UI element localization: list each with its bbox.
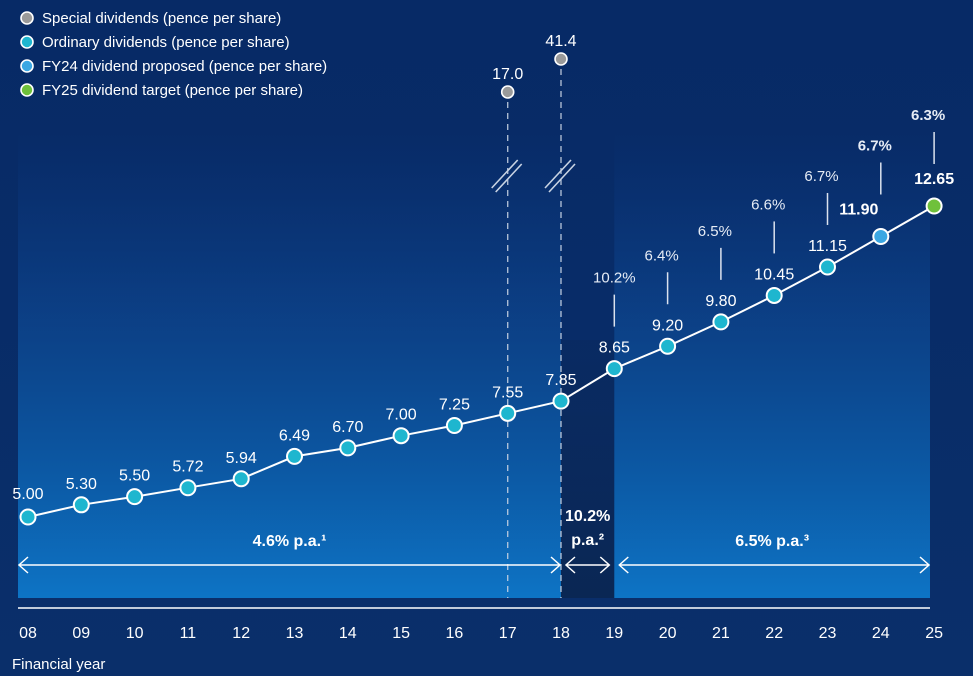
cagr-label-08-18: 4.6% p.a.¹ (253, 533, 327, 550)
dividend-point-12 (234, 471, 249, 486)
cagr-label-18-19-line2: p.a.² (571, 532, 604, 549)
value-label: 7.25 (439, 397, 470, 414)
cagr-label-19-25: 6.5% p.a.³ (735, 533, 809, 550)
x-tick-label-09: 09 (72, 625, 90, 642)
growth-label: 6.7% (804, 168, 838, 185)
value-label: 7.85 (545, 372, 576, 389)
value-label: 5.30 (66, 476, 97, 493)
value-label: 11.90 (839, 201, 878, 218)
dividend-point-08 (21, 510, 36, 525)
x-tick-label-13: 13 (286, 625, 304, 642)
dividend-point-11 (180, 480, 195, 495)
x-axis-title: Financial year (12, 656, 105, 673)
growth-label: 6.3% (911, 107, 945, 124)
special-dividend-label: 41.4 (545, 33, 576, 50)
dividend-point-24 (873, 229, 888, 244)
special-dividend-point (555, 53, 567, 65)
dividend-point-09 (74, 497, 89, 512)
dividend-point-16 (447, 418, 462, 433)
growth-label: 6.7% (858, 137, 892, 154)
dividend-point-23 (820, 259, 835, 274)
value-label: 6.49 (279, 427, 310, 444)
legend-marker (21, 60, 33, 72)
dividend-point-14 (340, 440, 355, 455)
value-label: 9.80 (705, 293, 736, 310)
dividend-point-10 (127, 489, 142, 504)
legend-label: FY24 dividend proposed (pence per share) (42, 58, 327, 75)
x-tick-label-17: 17 (499, 625, 517, 642)
value-label: 9.20 (652, 317, 683, 334)
value-label: 5.94 (226, 450, 257, 467)
x-tick-label-19: 19 (605, 625, 623, 642)
special-dividend-point (502, 86, 514, 98)
period-panel-08-18 (18, 130, 561, 598)
x-tick-label-22: 22 (765, 625, 783, 642)
x-tick-label-08: 08 (19, 625, 37, 642)
value-label: 5.50 (119, 468, 150, 485)
value-label: 8.65 (599, 340, 630, 357)
growth-label: 6.4% (644, 247, 678, 264)
growth-label: 6.6% (751, 196, 785, 213)
dividend-point-19 (607, 361, 622, 376)
growth-label: 10.2% (593, 270, 636, 287)
x-tick-label-15: 15 (392, 625, 410, 642)
x-tick-label-16: 16 (446, 625, 464, 642)
legend-marker (21, 84, 33, 96)
x-tick-label-23: 23 (819, 625, 837, 642)
x-tick-label-25: 25 (925, 625, 943, 642)
dividend-point-21 (713, 314, 728, 329)
x-tick-label-21: 21 (712, 625, 730, 642)
value-label: 5.00 (12, 486, 43, 503)
value-label: 7.55 (492, 384, 523, 401)
x-tick-label-20: 20 (659, 625, 677, 642)
value-label: 10.45 (754, 266, 794, 283)
value-label: 7.00 (386, 407, 417, 424)
legend-label: Ordinary dividends (pence per share) (42, 34, 290, 51)
value-label: 11.15 (808, 238, 847, 255)
x-tick-label-11: 11 (180, 625, 197, 642)
x-tick-label-10: 10 (126, 625, 144, 642)
growth-label: 6.5% (698, 223, 732, 240)
dividend-point-15 (394, 428, 409, 443)
dividend-point-18 (554, 394, 569, 409)
value-label: 12.65 (914, 171, 954, 188)
dividend-point-25 (927, 199, 942, 214)
cagr-label-18-19-line1: 10.2% (565, 508, 610, 525)
value-label: 5.72 (172, 459, 203, 476)
dividend-point-20 (660, 339, 675, 354)
legend-marker (21, 36, 33, 48)
x-tick-label-18: 18 (552, 625, 570, 642)
dividend-point-22 (767, 288, 782, 303)
value-label: 6.70 (332, 419, 363, 436)
x-tick-label-14: 14 (339, 625, 357, 642)
dividend-point-17 (500, 406, 515, 421)
dividend-point-13 (287, 449, 302, 464)
legend-marker (21, 12, 33, 24)
legend-label: Special dividends (pence per share) (42, 10, 281, 27)
legend-label: FY25 dividend target (pence per share) (42, 82, 303, 99)
special-dividend-label: 17.0 (492, 66, 523, 83)
x-tick-label-12: 12 (232, 625, 250, 642)
x-tick-label-24: 24 (872, 625, 890, 642)
